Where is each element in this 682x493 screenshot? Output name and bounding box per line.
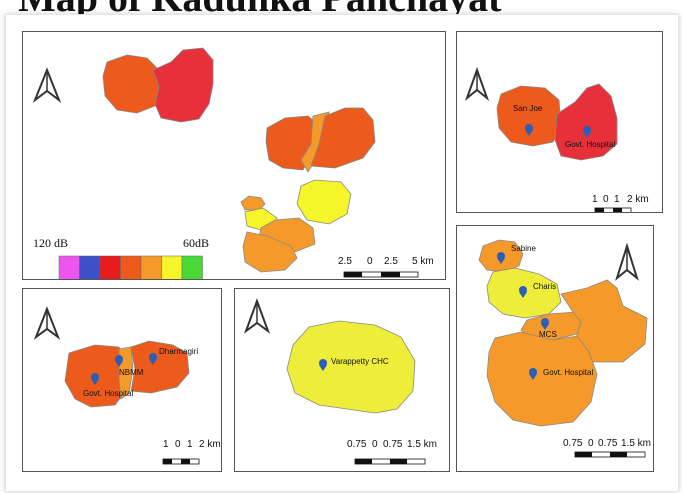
north-arrow-icon — [464, 67, 490, 101]
scale-label-3: 5 km — [412, 256, 434, 267]
region-orange-center-east — [310, 107, 376, 169]
place-label: NBMM — [119, 368, 144, 377]
legend-swatch — [140, 255, 162, 279]
region-east — [560, 279, 648, 363]
legend-swatch — [99, 255, 121, 279]
dharmagiri-map — [33, 306, 200, 465]
place-label: Charis — [533, 282, 557, 291]
scale-bar — [343, 271, 419, 278]
location-pin-icon — [115, 355, 123, 367]
sanjoe-map-panel[interactable]: San Joe Govt. Hospital 1 0 1 2 km — [456, 31, 663, 213]
location-pin-icon — [497, 252, 505, 264]
scale-label-1: 0 — [372, 439, 378, 450]
legend-swatch — [58, 255, 80, 279]
location-pin-icon — [319, 359, 327, 371]
scale-label-0: 0.75 — [347, 439, 367, 450]
scale-label-2: 0.75 — [598, 438, 618, 449]
sanjoe-map — [464, 67, 632, 212]
scale-label-3: 1.5 km — [621, 438, 652, 449]
north-arrow-icon — [615, 242, 639, 281]
scale-label-1: 0 — [367, 256, 373, 267]
location-pin-icon — [541, 318, 549, 330]
scale-label-3: 2 km — [627, 194, 649, 205]
map-sheet: 120 dB 60dB 2.5 0 2.5 5 km San Joe Govt.… — [5, 14, 679, 492]
region-orange-southwest — [242, 231, 298, 273]
noise-legend — [58, 255, 203, 279]
scale-bar — [574, 451, 646, 458]
place-label: Dharmagiri — [159, 347, 199, 356]
region-varappetty — [286, 320, 416, 414]
scale-label-1: 0 — [588, 438, 594, 449]
location-pin-icon — [529, 368, 537, 380]
scale-label-3: 1.5 km — [407, 439, 438, 450]
charis-map-panel[interactable]: Sabine Charis MCS Govt. Hospital 0.75 0 … — [456, 225, 654, 472]
place-label: MCS — [539, 330, 557, 339]
location-pin-icon — [583, 126, 591, 138]
place-label: Sabine — [511, 244, 536, 253]
scale-label-2: 1 — [187, 439, 193, 450]
north-arrow-icon — [243, 298, 271, 334]
place-label: Varappetty CHC — [331, 357, 389, 366]
legend-swatch — [120, 255, 142, 279]
place-label: Govt. Hospital — [83, 389, 134, 398]
location-pin-icon — [149, 353, 157, 365]
scale-bar — [354, 458, 426, 465]
scale-label-0: 1 — [163, 439, 169, 450]
overview-map — [32, 47, 419, 279]
region-orange-small — [240, 195, 266, 211]
location-pin-icon — [519, 286, 527, 298]
scale-label-2: 2.5 — [384, 256, 398, 267]
scale-bar — [594, 207, 632, 212]
region-orange-nw — [102, 54, 160, 114]
scale-label-0: 2.5 — [338, 256, 352, 267]
scale-label-1: 0 — [175, 439, 181, 450]
location-pin-icon — [525, 124, 533, 136]
varappetty-map — [243, 298, 426, 465]
overview-map-panel[interactable]: 120 dB 60dB 2.5 0 2.5 5 km — [22, 31, 446, 280]
scale-label-0: 0.75 — [563, 438, 583, 449]
legend-swatch — [181, 255, 203, 279]
scale-label-1: 0 — [603, 194, 609, 205]
legend-low-label: 60dB — [183, 236, 210, 250]
north-arrow-icon — [33, 306, 61, 340]
legend-high-label: 120 dB — [33, 236, 69, 250]
scale-bar — [162, 458, 200, 465]
region-govt-hospital — [554, 83, 618, 161]
region-red-ne — [152, 47, 214, 123]
region-dharmagiri — [130, 340, 190, 394]
place-label: Govt. Hospital — [565, 140, 616, 149]
region-sanjoe — [496, 85, 562, 147]
location-pin-icon — [91, 373, 99, 385]
north-arrow-icon — [32, 67, 62, 103]
dharmagiri-map-panel[interactable]: Dharmagiri NBMM Govt. Hospital 1 0 1 2 k… — [22, 288, 222, 472]
scale-label-3: 2 km — [199, 439, 221, 450]
scale-label-0: 1 — [592, 194, 598, 205]
place-label: Govt. Hospital — [543, 368, 594, 377]
legend-swatch — [79, 255, 101, 279]
varappetty-map-panel[interactable]: Varappetty CHC 0.75 0 0.75 1.5 km — [234, 288, 450, 472]
scale-label-2: 0.75 — [383, 439, 403, 450]
scale-label-2: 1 — [614, 194, 620, 205]
region-govt-hospital — [486, 331, 598, 427]
region-yellow-east — [296, 179, 352, 225]
legend-swatch — [161, 255, 183, 279]
legend-swatches — [58, 255, 203, 279]
charis-map — [478, 239, 648, 458]
place-label: San Joe — [513, 104, 543, 113]
